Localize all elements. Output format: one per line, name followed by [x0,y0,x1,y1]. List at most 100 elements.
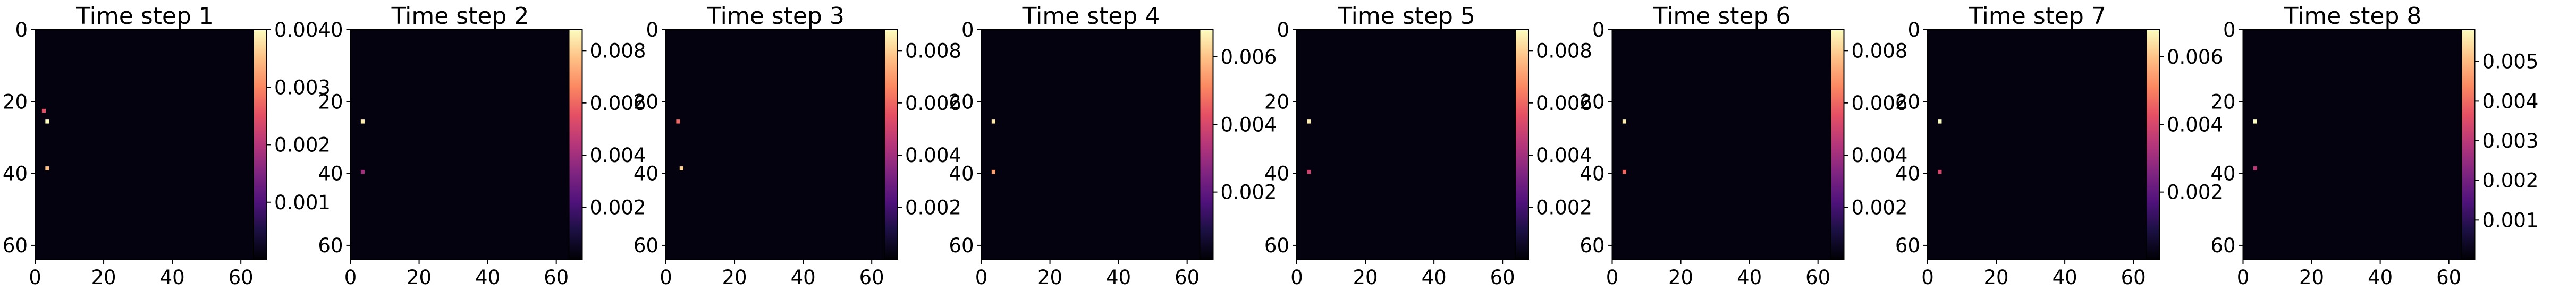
colorbar-tick-label: 0.006 [1221,46,1277,69]
x-tick-label: 20 [2299,266,2324,289]
x-tick-label: 0 [344,266,357,289]
panel-title: Time step 3 [706,3,844,30]
colorbar-tick-label: 0.004 [274,19,331,41]
heatmap-cell [991,119,995,124]
y-tick-label: 20 [3,90,28,113]
colorbar-tick-label: 0.002 [274,134,331,157]
x-tick-label: 20 [91,266,116,289]
x-tick-label: 60 [2121,266,2146,289]
y-tick-label: 0 [15,19,28,41]
x-tick-label: 0 [660,266,672,289]
panel-title: Time step 1 [75,3,214,30]
colorbar-tick-label: 0.008 [590,39,646,62]
y-tick-label: 40 [634,163,658,185]
colorbar-tick-label: 0.002 [1536,197,1592,219]
x-tick-label: 0 [1290,266,1303,289]
x-tick-label: 20 [722,266,747,289]
colorbar-tick-label: 0.004 [1221,113,1277,136]
y-tick-label: 60 [2210,234,2235,257]
colorbar-tick-label: 0.002 [2482,169,2539,192]
x-tick-label: 20 [1984,266,2009,289]
y-tick-label: 40 [1264,163,1289,185]
x-tick-label: 20 [407,266,432,289]
heatmap-cell [1307,169,1311,174]
colorbar-tick-label: 0.008 [905,39,961,62]
y-tick-label: 60 [1580,234,1604,257]
x-tick-label: 40 [2368,266,2393,289]
colorbar [1199,29,1214,260]
x-tick-label: 0 [2237,266,2250,289]
colorbar-tick-label: 0.008 [1536,39,1592,62]
y-tick-label: 20 [1895,90,1920,113]
y-tick-label: 0 [1277,19,1289,41]
y-tick-label: 20 [949,90,974,113]
heatmap-cell [1938,169,1942,174]
x-tick-label: 40 [2053,266,2077,289]
heatmap-background [666,30,885,260]
colorbar-tick-label: 0.003 [2482,130,2539,152]
heatmap-cell [45,166,49,170]
y-tick-label: 0 [1907,19,1920,41]
colorbar-tick-label: 0.006 [590,92,646,115]
panel-title: Time step 4 [1022,3,1160,30]
colorbar-tick-label: 0.008 [1852,39,1908,62]
colorbar-tick-label: 0.006 [905,92,961,115]
x-tick-label: 0 [1606,266,1619,289]
y-tick-label: 20 [318,90,343,113]
x-tick-label: 60 [1490,266,1515,289]
y-tick-label: 40 [318,163,343,185]
y-tick-label: 0 [961,19,974,41]
y-tick-label: 20 [1264,90,1289,113]
heatmap-cell [679,166,683,170]
heatmap-cell [2253,119,2257,124]
heatmap-background [1297,30,1516,260]
y-tick-label: 60 [3,234,28,257]
y-tick-label: 60 [949,234,974,257]
y-tick-label: 20 [2210,90,2235,113]
heatmap-background [981,30,1201,260]
heatmap-cell [360,169,365,174]
heatmap-background [1612,30,1832,260]
heatmap-background [350,30,570,260]
colorbar-tick-label: 0.006 [2167,46,2223,69]
x-tick-label: 60 [544,266,569,289]
x-tick-label: 40 [1422,266,1447,289]
y-tick-label: 40 [1895,163,1920,185]
x-tick-label: 60 [1805,266,1830,289]
heatmap-cell [1307,119,1311,124]
colorbar-tick-label: 0.006 [1852,92,1908,115]
colorbar-tick-label: 0.004 [590,144,646,167]
colorbar [568,29,583,260]
x-tick-label: 40 [160,266,185,289]
heatmap-background [1928,30,2147,260]
x-tick-label: 20 [1037,266,1062,289]
colorbar-tick-label: 0.004 [1852,144,1908,167]
panel-title: Time step 6 [1653,3,1791,30]
heatmap-cell [676,119,680,124]
x-tick-label: 40 [475,266,500,289]
colorbar-tick-label: 0.004 [1536,144,1592,167]
colorbar-tick-label: 0.004 [905,144,961,167]
y-tick-label: 40 [3,163,28,185]
colorbar [2461,29,2476,260]
heatmap-cell [360,119,365,124]
colorbar-tick-label: 0.002 [1852,197,1908,219]
heatmap-cell [991,169,995,174]
heatmap-cell [2253,166,2257,170]
colorbar-tick-label: 0.002 [590,197,646,219]
colorbar-tick-label: 0.002 [905,197,961,219]
y-tick-label: 40 [1580,163,1604,185]
x-tick-label: 40 [1737,266,1762,289]
x-tick-label: 60 [859,266,884,289]
x-tick-label: 0 [1921,266,1934,289]
x-tick-label: 20 [1353,266,1378,289]
colorbar [2146,29,2160,260]
y-tick-label: 40 [949,163,974,185]
